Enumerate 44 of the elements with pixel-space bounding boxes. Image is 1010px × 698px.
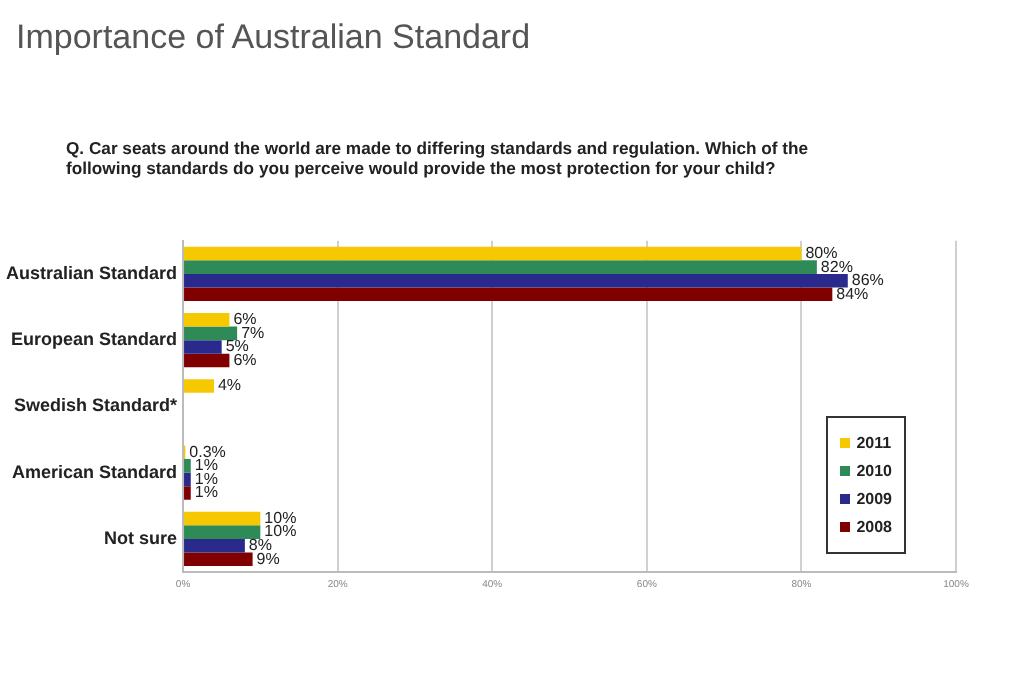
data-label: 86% xyxy=(851,271,884,290)
y-tick-label: Swedish Standard* xyxy=(13,395,178,416)
bar xyxy=(184,472,191,487)
chart-subtitle: Q. Car seats around the world are made to differing standards and regulation. Which of the following standards do you perceive would provide the most protection for your child? xyxy=(66,138,811,178)
data-label: 0.3% xyxy=(189,442,226,461)
bar xyxy=(184,287,833,302)
y-tick-label: European Standard xyxy=(11,329,178,350)
data-label: 6% xyxy=(233,350,257,369)
y-tick-label: Not sure xyxy=(104,527,178,548)
bar xyxy=(184,486,191,500)
data-label: 1% xyxy=(194,456,218,475)
bar xyxy=(184,353,230,368)
bar xyxy=(184,459,191,473)
legend-label: 2009 xyxy=(854,490,892,508)
bar xyxy=(184,538,245,553)
bar xyxy=(184,313,230,327)
bar xyxy=(184,552,253,567)
legend-label: 2008 xyxy=(854,518,892,536)
data-label: 7% xyxy=(241,323,265,342)
legend-label: 2010 xyxy=(854,462,892,480)
data-label: 1% xyxy=(194,469,218,488)
data-label: 4% xyxy=(217,376,242,395)
bar xyxy=(184,525,261,539)
bar xyxy=(184,340,222,354)
data-label: 5% xyxy=(225,337,249,356)
data-label: 6% xyxy=(233,310,257,329)
y-tick-label: Australian Standard xyxy=(5,262,178,283)
data-label: 80% xyxy=(805,243,838,262)
data-label: 84% xyxy=(836,284,869,303)
bar xyxy=(184,326,238,341)
bar xyxy=(184,273,848,288)
data-label: 10% xyxy=(264,508,297,527)
data-label: 8% xyxy=(248,536,272,555)
bar xyxy=(184,379,214,393)
data-label: 1% xyxy=(194,483,218,502)
chart-title: Importance of Australian Standard xyxy=(16,18,531,58)
data-label: 10% xyxy=(264,522,297,541)
legend-label: 2011 xyxy=(854,434,892,452)
bar xyxy=(184,511,261,526)
data-label: 9% xyxy=(256,549,280,568)
bar xyxy=(184,260,817,274)
bar xyxy=(184,246,802,261)
data-label: 82% xyxy=(820,257,853,276)
y-tick-label: American Standard xyxy=(11,461,178,482)
